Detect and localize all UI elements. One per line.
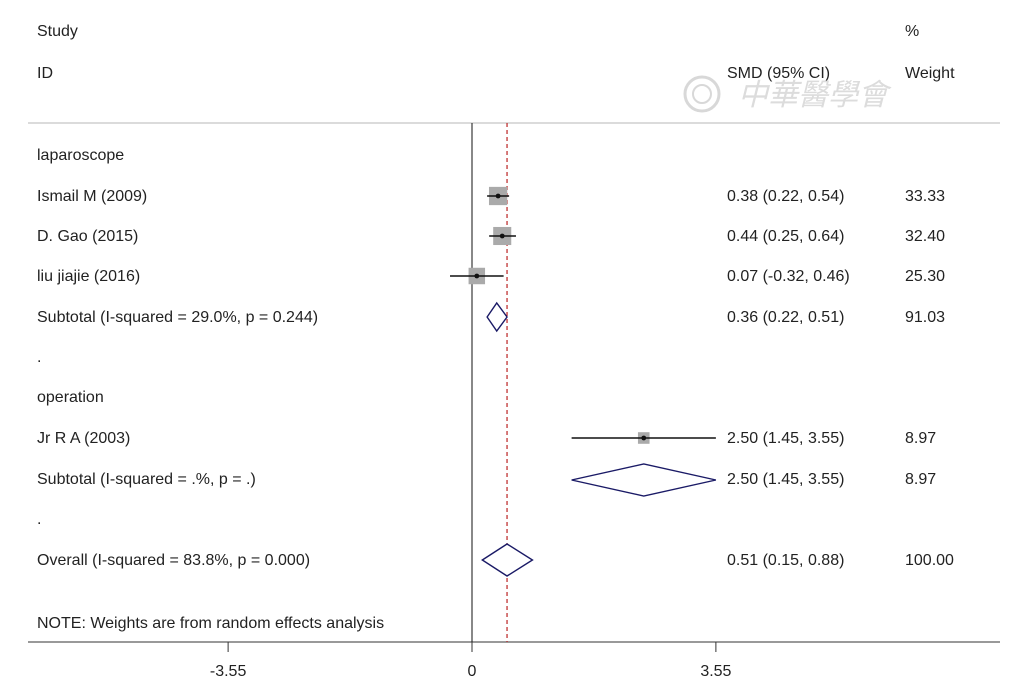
weight-text: 32.40	[905, 228, 946, 245]
point-estimate	[495, 193, 501, 199]
ci-text: 0.44 (0.25, 0.64)	[727, 228, 845, 245]
weight-text: 91.03	[905, 309, 946, 326]
watermark-logo: 中華醫學會	[683, 75, 892, 113]
weight-column-header: Weight	[905, 65, 955, 82]
point-estimate	[641, 435, 647, 441]
subtotal-label: Subtotal (I-squared = 29.0%, p = 0.244)	[37, 309, 319, 326]
weight-text: 100.00	[905, 552, 954, 569]
x-tick-label: -3.55	[210, 663, 247, 680]
weight-text: 25.30	[905, 268, 946, 285]
point-estimate	[499, 233, 505, 239]
subtotal-diamond-laparoscope	[486, 301, 508, 333]
ci-text: 0.07 (-0.32, 0.46)	[727, 268, 850, 285]
weight-text: 8.97	[905, 471, 937, 488]
watermark-text: 中華醫學會	[738, 78, 892, 113]
ci-text: 0.36 (0.22, 0.51)	[727, 309, 845, 326]
ci-text: 2.50 (1.45, 3.55)	[727, 430, 845, 447]
point-estimate	[474, 273, 480, 279]
dot-label: .	[37, 511, 42, 528]
overall-diamond	[481, 543, 534, 577]
percent-column-header: %	[905, 23, 920, 40]
overall-label: Overall (I-squared = 83.8%, p = 0.000)	[37, 552, 311, 569]
ci-text: 2.50 (1.45, 3.55)	[727, 471, 845, 488]
study-column-header: Study	[37, 23, 78, 40]
group-label: laparoscope	[37, 147, 125, 164]
effect-column-header: SMD (95% CI)	[727, 65, 831, 82]
study-label: D. Gao (2015)	[37, 228, 139, 245]
subtotal-label: Subtotal (I-squared = .%, p = .)	[37, 471, 256, 488]
dot-label: .	[37, 349, 42, 366]
x-tick-label: 3.55	[700, 663, 731, 680]
footnote: NOTE: Weights are from random effects an…	[37, 615, 385, 632]
ci-text: 0.51 (0.15, 0.88)	[727, 552, 845, 569]
x-tick-label: 0	[468, 663, 477, 680]
study-label: Jr R A (2003)	[37, 430, 131, 447]
study-label: liu jiajie (2016)	[37, 268, 141, 285]
subtotal-diamond-operation	[571, 463, 717, 497]
group-label: operation	[37, 389, 104, 406]
weight-text: 33.33	[905, 188, 946, 205]
study-label: Ismail M (2009)	[37, 188, 148, 205]
id-column-header: ID	[37, 65, 53, 82]
weight-text: 8.97	[905, 430, 937, 447]
ci-text: 0.38 (0.22, 0.54)	[727, 188, 845, 205]
